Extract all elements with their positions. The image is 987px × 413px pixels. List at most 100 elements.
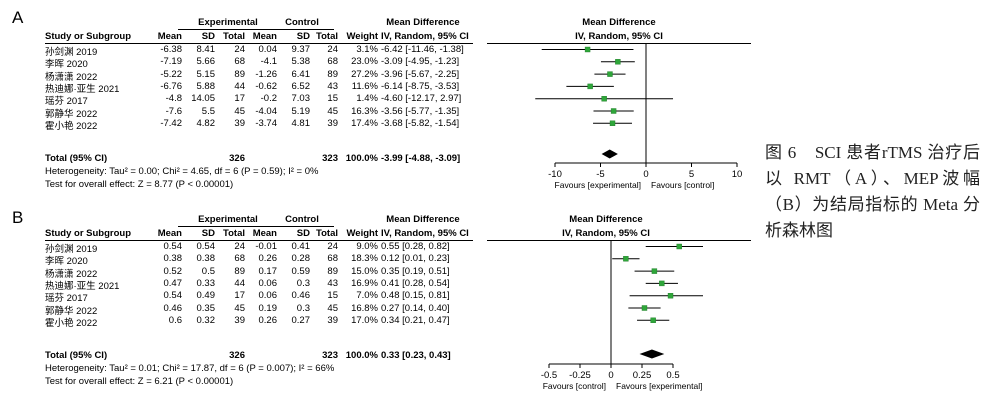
cell-c-total: 68	[327, 253, 338, 265]
pooled-diamond	[601, 149, 618, 159]
cell-e-total: 89	[234, 265, 245, 277]
total-ctrl: 323	[322, 153, 338, 164]
heterogeneity-text: Heterogeneity: Tau² = 0.00; Chi² = 4.65,…	[45, 166, 319, 177]
cell-md: -3.56 [-5.77, -1.35]	[381, 105, 460, 117]
point-estimate	[584, 46, 591, 53]
cell-c-sd: 6.41	[291, 68, 311, 80]
point-estimate	[601, 96, 607, 102]
column-header-md-ci: IV, Random, 95% CI	[381, 228, 469, 239]
cell-e-mean: -7.6	[165, 105, 182, 117]
cell-c-sd: 0.3	[296, 277, 310, 289]
tick-label: -10	[548, 169, 562, 180]
cell-name: 杨潇潇 2022	[45, 71, 98, 83]
cell-e-total: 44	[234, 277, 245, 289]
group-header-md: Mean Difference	[386, 214, 460, 225]
point-estimate	[610, 108, 617, 114]
cell-e-total: 68	[234, 253, 245, 265]
column-header-ctrl-sd: SD	[296, 228, 310, 239]
cell-md: -6.14 [-8.75, -3.53]	[381, 80, 460, 92]
column-header-weight: Weight	[346, 228, 379, 239]
cell-md: -3.96 [-5.67, -2.25]	[381, 68, 460, 80]
cell-name: 瑶芬 2017	[45, 96, 88, 108]
cell-e-total: 39	[234, 117, 245, 129]
tick-label: -0.5	[541, 370, 557, 381]
cell-md: -3.68 [-5.82, -1.54]	[381, 117, 460, 129]
point-estimate	[676, 243, 682, 250]
group-header-experimental: Experimental	[198, 214, 258, 225]
total-exp: 326	[229, 153, 245, 164]
cell-c-total: 43	[327, 277, 338, 289]
cell-e-sd: 0.32	[196, 314, 216, 326]
cell-name: 霍小艳 2022	[45, 120, 98, 132]
cell-e-mean: -7.19	[160, 56, 182, 68]
column-header-exp-mean: Mean	[157, 31, 182, 42]
group-header-control: Control	[285, 17, 319, 28]
point-estimate	[623, 256, 629, 262]
overall-effect-text: Test for overall effect: Z = 6.21 (P < 0…	[45, 376, 234, 387]
cell-md: 0.27 [0.14, 0.40]	[381, 302, 450, 314]
cell-name: 郭静华 2022	[45, 108, 98, 120]
figure-caption: 图 6 SCI 患者rTMS 治疗后以 RMT（A）、MEP波幅（B）为结局指标…	[765, 143, 980, 240]
pooled-diamond	[639, 349, 665, 359]
cell-c-total: 24	[327, 241, 338, 252]
total-label: Total (95% CI)	[45, 350, 108, 361]
cell-name: 瑶芬 2017	[45, 293, 88, 305]
column-header-ctrl-total: Total	[316, 31, 338, 42]
cell-e-mean: 0.38	[163, 253, 183, 265]
cell-e-total: 45	[234, 105, 245, 117]
cell-name: 孙剑渊 2019	[45, 244, 98, 255]
column-header-ctrl-total: Total	[316, 228, 338, 239]
cell-weight: 16.9%	[351, 277, 378, 289]
cell-c-sd: 7.03	[291, 93, 311, 105]
cell-c-total: 89	[327, 68, 338, 80]
column-header-ctrl-mean: Mean	[252, 228, 277, 239]
point-estimate	[587, 83, 593, 90]
cell-e-sd: 14.05	[191, 93, 215, 105]
cell-name: 热迪娜·亚生 2021	[45, 280, 120, 292]
cell-e-total: 68	[234, 56, 245, 68]
column-header-weight: Weight	[346, 31, 379, 42]
group-header-control: Control	[285, 214, 319, 225]
cell-c-sd: 5.19	[291, 105, 311, 117]
cell-c-mean: 0.26	[258, 253, 278, 265]
cell-c-total: 15	[327, 290, 338, 302]
cell-name: 热迪娜·亚生 2021	[45, 83, 120, 95]
point-estimate	[615, 59, 621, 65]
cell-md: 0.48 [0.15, 0.81]	[381, 290, 450, 302]
total-label: Total (95% CI)	[45, 153, 108, 164]
cell-e-mean: 0.52	[163, 265, 183, 277]
column-header-exp-total: Total	[223, 228, 245, 239]
cell-e-total: 17	[234, 290, 245, 302]
column-header-exp-sd: SD	[201, 228, 215, 239]
cell-e-mean: -4.8	[165, 93, 182, 105]
total-md: -3.99 [-4.88, -3.09]	[381, 153, 461, 164]
cell-weight: 11.6%	[351, 80, 378, 92]
cell-e-sd: 5.5	[201, 105, 215, 117]
cell-c-mean: -4.04	[255, 105, 277, 117]
column-header-exp-sd: SD	[201, 31, 215, 42]
plot-subtitle: IV, Random, 95% CI	[575, 31, 663, 42]
cell-c-total: 89	[327, 265, 338, 277]
cell-c-mean: -4.1	[260, 56, 277, 68]
total-exp: 326	[229, 350, 245, 361]
cell-weight: 23.0%	[351, 56, 378, 68]
point-estimate	[641, 305, 648, 311]
column-header-study: Study or Subgroup	[45, 31, 132, 42]
cell-c-total: 39	[327, 117, 338, 129]
plot-title: Mean Difference	[582, 17, 656, 28]
plot-title: Mean Difference	[569, 214, 643, 225]
cell-e-mean: 0.46	[163, 302, 183, 314]
cell-c-mean: -3.74	[255, 117, 277, 129]
favours-left-label: Favours [control]	[543, 381, 606, 391]
cell-e-sd: 8.41	[196, 44, 216, 55]
cell-md: -3.09 [-4.95, -1.23]	[381, 56, 460, 68]
cell-c-total: 68	[327, 56, 338, 68]
cell-name: 李晖 2020	[45, 59, 88, 71]
point-estimate	[607, 71, 613, 77]
cell-weight: 16.3%	[351, 105, 378, 117]
column-header-ctrl-sd: SD	[296, 31, 310, 42]
cell-c-mean: -0.62	[255, 80, 277, 92]
cell-e-sd: 5.15	[196, 68, 216, 80]
heterogeneity-text: Heterogeneity: Tau² = 0.01; Chi² = 17.87…	[45, 363, 335, 374]
plot-subtitle: IV, Random, 95% CI	[562, 228, 650, 239]
